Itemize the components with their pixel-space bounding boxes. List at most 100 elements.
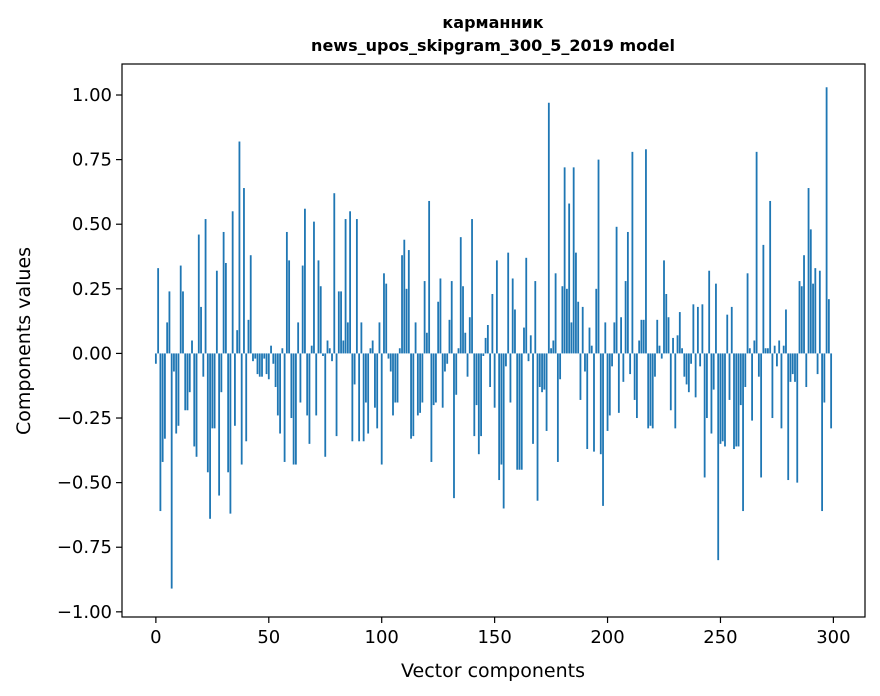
bar [547, 102, 550, 354]
bar [432, 353, 435, 406]
bar [744, 353, 747, 388]
bar [371, 340, 374, 354]
bar [367, 353, 370, 434]
bar [444, 353, 446, 372]
bar [439, 278, 442, 354]
bar [374, 353, 376, 408]
bar [719, 353, 722, 444]
bar [182, 291, 184, 354]
bar [805, 353, 808, 388]
bar [489, 353, 492, 388]
bar [638, 340, 641, 354]
bar-series [154, 87, 833, 589]
bar [437, 301, 440, 354]
bar [586, 353, 589, 450]
bar [256, 353, 259, 375]
bar [218, 353, 221, 496]
bar [751, 353, 753, 421]
bar [396, 353, 399, 403]
bar [416, 353, 419, 416]
bar [267, 353, 270, 380]
bar [507, 252, 510, 354]
bar [613, 322, 616, 354]
bar [669, 353, 672, 411]
bar [177, 353, 180, 426]
bar [222, 231, 225, 354]
x-tick-label: 200 [590, 627, 624, 648]
bar [462, 286, 464, 354]
bar [685, 353, 688, 385]
bar [170, 353, 173, 589]
bar [703, 353, 706, 478]
bar [154, 353, 157, 364]
bar [581, 306, 584, 354]
bar [412, 353, 415, 437]
bar [358, 353, 361, 442]
bar [830, 353, 833, 429]
bar [658, 345, 661, 354]
bar [308, 353, 311, 444]
bar [622, 353, 625, 382]
bar [236, 330, 239, 354]
bar [500, 353, 503, 465]
bar [502, 353, 505, 509]
bar [753, 340, 756, 354]
bar [322, 353, 324, 356]
bar [292, 353, 295, 465]
bar [545, 353, 548, 431]
bar [694, 353, 697, 398]
bar [340, 291, 342, 354]
bar [735, 353, 738, 447]
bar [166, 322, 169, 354]
bar [495, 260, 498, 354]
bar [523, 327, 525, 354]
bar [360, 322, 363, 354]
bar [202, 353, 205, 377]
bar [575, 252, 577, 354]
bar [326, 340, 329, 354]
bar [414, 322, 417, 354]
bar [796, 353, 799, 483]
bar [766, 348, 769, 354]
bar [791, 353, 794, 375]
bar [421, 353, 424, 403]
bar [681, 348, 683, 354]
bar [608, 353, 611, 416]
bar [283, 353, 286, 462]
bar [317, 260, 320, 354]
bar [351, 353, 354, 442]
bar [252, 353, 254, 362]
bar [529, 335, 532, 354]
bar [816, 353, 819, 375]
bar [428, 200, 431, 354]
bar [491, 293, 494, 354]
bar [525, 257, 528, 354]
bar [383, 273, 385, 354]
bar [776, 353, 778, 367]
bar [789, 353, 792, 382]
bar [333, 193, 336, 354]
bar [211, 353, 214, 429]
bar [193, 353, 196, 447]
y-tick-label: 0.50 [72, 214, 112, 235]
bar [231, 211, 234, 354]
bar [739, 353, 742, 406]
bar [265, 353, 268, 375]
bar [446, 353, 449, 364]
bar [258, 353, 261, 377]
y-tick-label: 1.00 [72, 85, 112, 106]
bar [640, 319, 643, 354]
bar [459, 237, 462, 354]
bar [505, 353, 507, 367]
bar [597, 159, 600, 354]
bar [272, 353, 275, 364]
bar [159, 353, 162, 512]
bar [674, 353, 677, 429]
bar [344, 219, 347, 354]
bar [812, 283, 814, 354]
bar [724, 353, 726, 447]
bar [593, 353, 595, 452]
bar [243, 188, 245, 354]
bar [468, 317, 471, 354]
